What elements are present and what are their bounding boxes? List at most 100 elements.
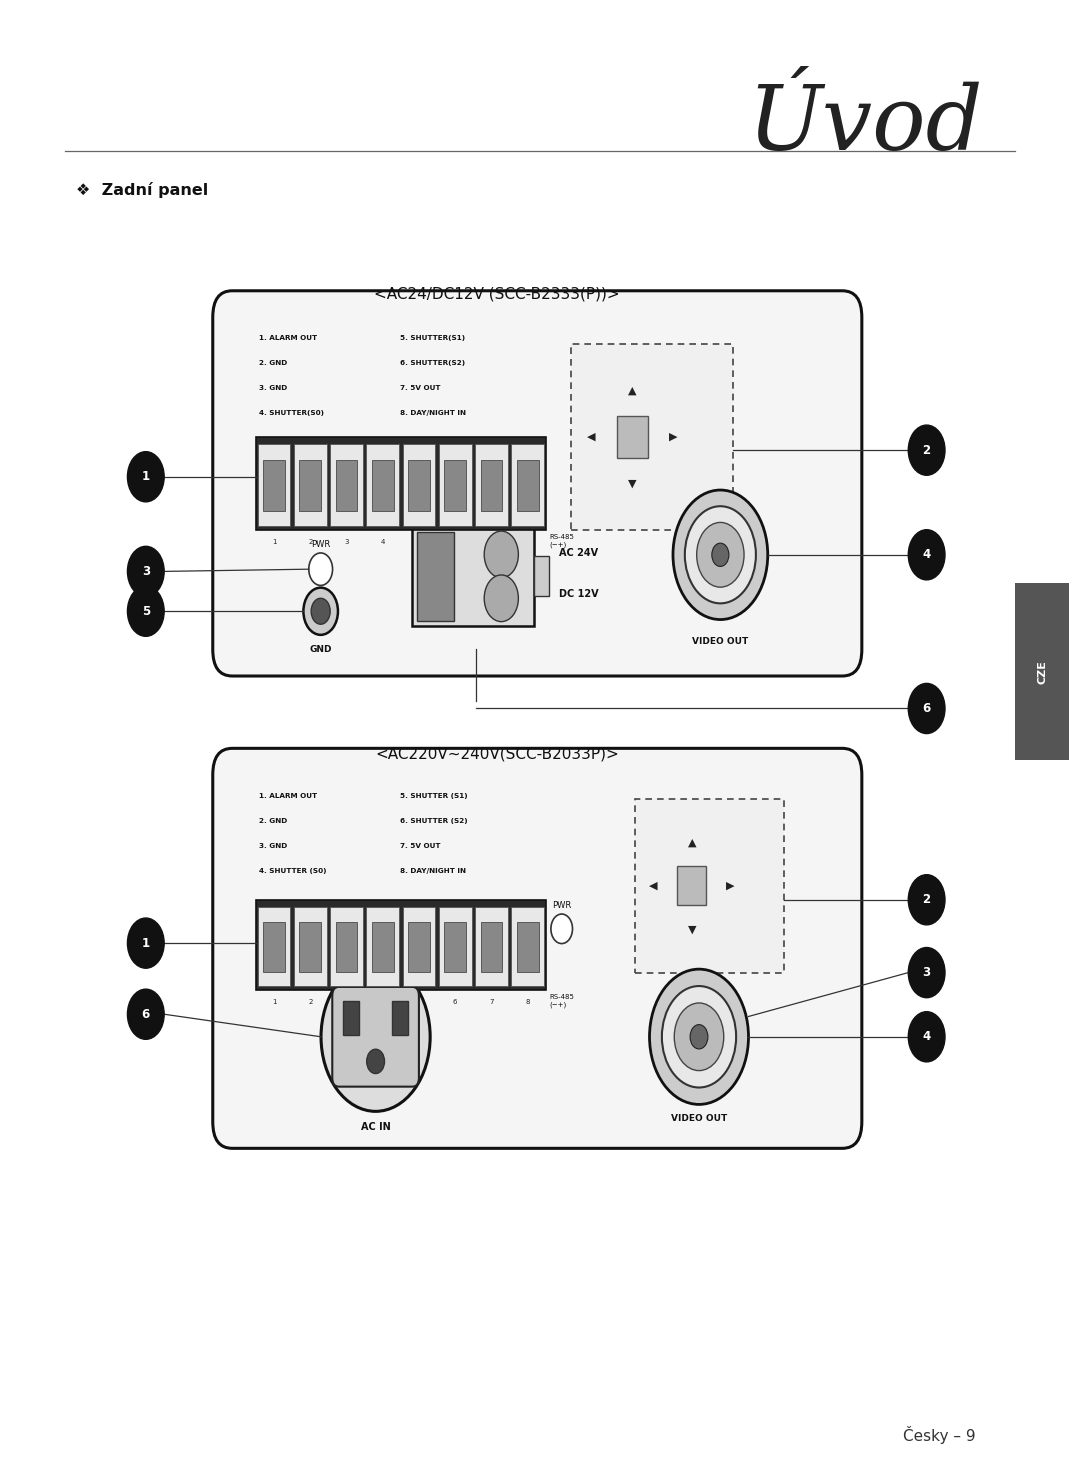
Text: 7: 7 — [489, 999, 494, 1005]
Text: 4: 4 — [922, 548, 931, 561]
Circle shape — [649, 970, 748, 1104]
Bar — [392, 1001, 408, 1035]
Bar — [1015, 583, 1069, 760]
Text: 3: 3 — [345, 999, 349, 1005]
Text: 8: 8 — [526, 999, 530, 1005]
Text: 3: 3 — [922, 967, 931, 979]
Bar — [366, 444, 400, 525]
FancyBboxPatch shape — [635, 799, 784, 973]
Bar — [299, 922, 321, 971]
Text: SET UP: SET UP — [677, 350, 706, 359]
Bar — [408, 922, 430, 971]
Text: 4. SHUTTER (S0): 4. SHUTTER (S0) — [259, 868, 326, 874]
Bar — [438, 906, 472, 986]
Text: <AC24/DC12V (SCC-B2333(P))>: <AC24/DC12V (SCC-B2333(P))> — [374, 286, 620, 301]
Circle shape — [309, 554, 333, 586]
Bar — [444, 922, 467, 971]
Bar — [403, 444, 435, 525]
Circle shape — [908, 530, 945, 580]
Text: 3: 3 — [141, 565, 150, 579]
Bar — [336, 461, 357, 511]
Bar — [258, 906, 291, 986]
Circle shape — [127, 586, 164, 636]
Text: 5: 5 — [141, 605, 150, 618]
Circle shape — [303, 587, 338, 635]
Bar — [366, 906, 400, 986]
Text: 2: 2 — [922, 893, 931, 906]
Text: VIDEO OUT: VIDEO OUT — [692, 636, 748, 646]
Text: 4: 4 — [380, 999, 384, 1005]
Text: Úvod: Úvod — [747, 81, 983, 168]
Bar — [256, 900, 545, 990]
Circle shape — [908, 683, 945, 734]
Text: PWR: PWR — [311, 540, 330, 549]
Text: RS-485
(−+): RS-485 (−+) — [549, 534, 573, 548]
Text: 4. SHUTTER(S0): 4. SHUTTER(S0) — [259, 410, 324, 416]
Text: 2: 2 — [308, 539, 312, 545]
Bar — [330, 444, 363, 525]
Bar — [438, 444, 472, 525]
Bar — [408, 461, 430, 511]
Text: 1: 1 — [141, 471, 150, 483]
Bar — [372, 922, 393, 971]
Text: ◀: ◀ — [649, 881, 658, 892]
Text: ▲: ▲ — [629, 385, 636, 396]
Text: 1: 1 — [272, 999, 276, 1005]
Text: GND: GND — [310, 645, 332, 654]
Bar — [372, 461, 393, 511]
Text: 1. ALARM OUT: 1. ALARM OUT — [259, 335, 318, 341]
Circle shape — [673, 490, 768, 620]
Circle shape — [127, 546, 164, 596]
FancyBboxPatch shape — [333, 987, 419, 1086]
Bar — [264, 461, 285, 511]
Text: PWR: PWR — [552, 900, 571, 909]
Text: 5. SHUTTER (S1): 5. SHUTTER (S1) — [400, 793, 468, 799]
Text: 8. DAY/NIGHT IN: 8. DAY/NIGHT IN — [400, 868, 465, 874]
Bar — [475, 906, 508, 986]
Text: <AC220V~240V(SCC-B2033P)>: <AC220V~240V(SCC-B2033P)> — [375, 747, 619, 762]
Text: Česky – 9: Česky – 9 — [903, 1426, 976, 1444]
Text: 2. GND: 2. GND — [259, 818, 287, 824]
Text: 8: 8 — [526, 539, 530, 545]
Text: 6. SHUTTER(S2): 6. SHUTTER(S2) — [400, 360, 464, 366]
Bar — [677, 866, 706, 905]
Circle shape — [908, 875, 945, 925]
FancyBboxPatch shape — [571, 344, 732, 530]
Circle shape — [690, 1024, 707, 1049]
Text: ❖  Zadní panel: ❖ Zadní panel — [76, 182, 207, 198]
Text: ▲: ▲ — [688, 837, 696, 847]
Bar — [481, 922, 502, 971]
Bar — [299, 461, 321, 511]
Bar — [256, 437, 545, 530]
Circle shape — [484, 531, 518, 577]
Text: RS-485
(−+): RS-485 (−+) — [549, 995, 573, 1008]
Text: VIDEO OUT: VIDEO OUT — [671, 1114, 727, 1123]
Bar — [444, 461, 467, 511]
Text: 2: 2 — [922, 444, 931, 456]
Text: SET UP: SET UP — [732, 804, 761, 815]
Bar — [330, 906, 363, 986]
Text: 7. 5V OUT: 7. 5V OUT — [400, 843, 441, 849]
Text: 6: 6 — [453, 539, 458, 545]
Circle shape — [551, 914, 572, 943]
Text: ▶: ▶ — [726, 881, 734, 892]
Text: CZE: CZE — [1037, 660, 1048, 683]
Text: 5: 5 — [417, 539, 421, 545]
Text: 2: 2 — [308, 999, 312, 1005]
Circle shape — [484, 576, 518, 621]
FancyBboxPatch shape — [213, 291, 862, 676]
Text: 8. DAY/NIGHT IN: 8. DAY/NIGHT IN — [400, 410, 465, 416]
Circle shape — [127, 452, 164, 502]
Text: 7: 7 — [489, 539, 494, 545]
Text: DC 12V: DC 12V — [558, 589, 598, 599]
Text: 1: 1 — [272, 539, 276, 545]
Circle shape — [311, 598, 330, 624]
Text: 4: 4 — [380, 539, 384, 545]
Circle shape — [712, 543, 729, 567]
Text: ▼: ▼ — [688, 924, 696, 934]
Circle shape — [367, 1049, 384, 1073]
Circle shape — [321, 962, 430, 1111]
Circle shape — [674, 1004, 724, 1070]
FancyBboxPatch shape — [213, 748, 862, 1148]
Text: AC 24V: AC 24V — [558, 549, 598, 558]
